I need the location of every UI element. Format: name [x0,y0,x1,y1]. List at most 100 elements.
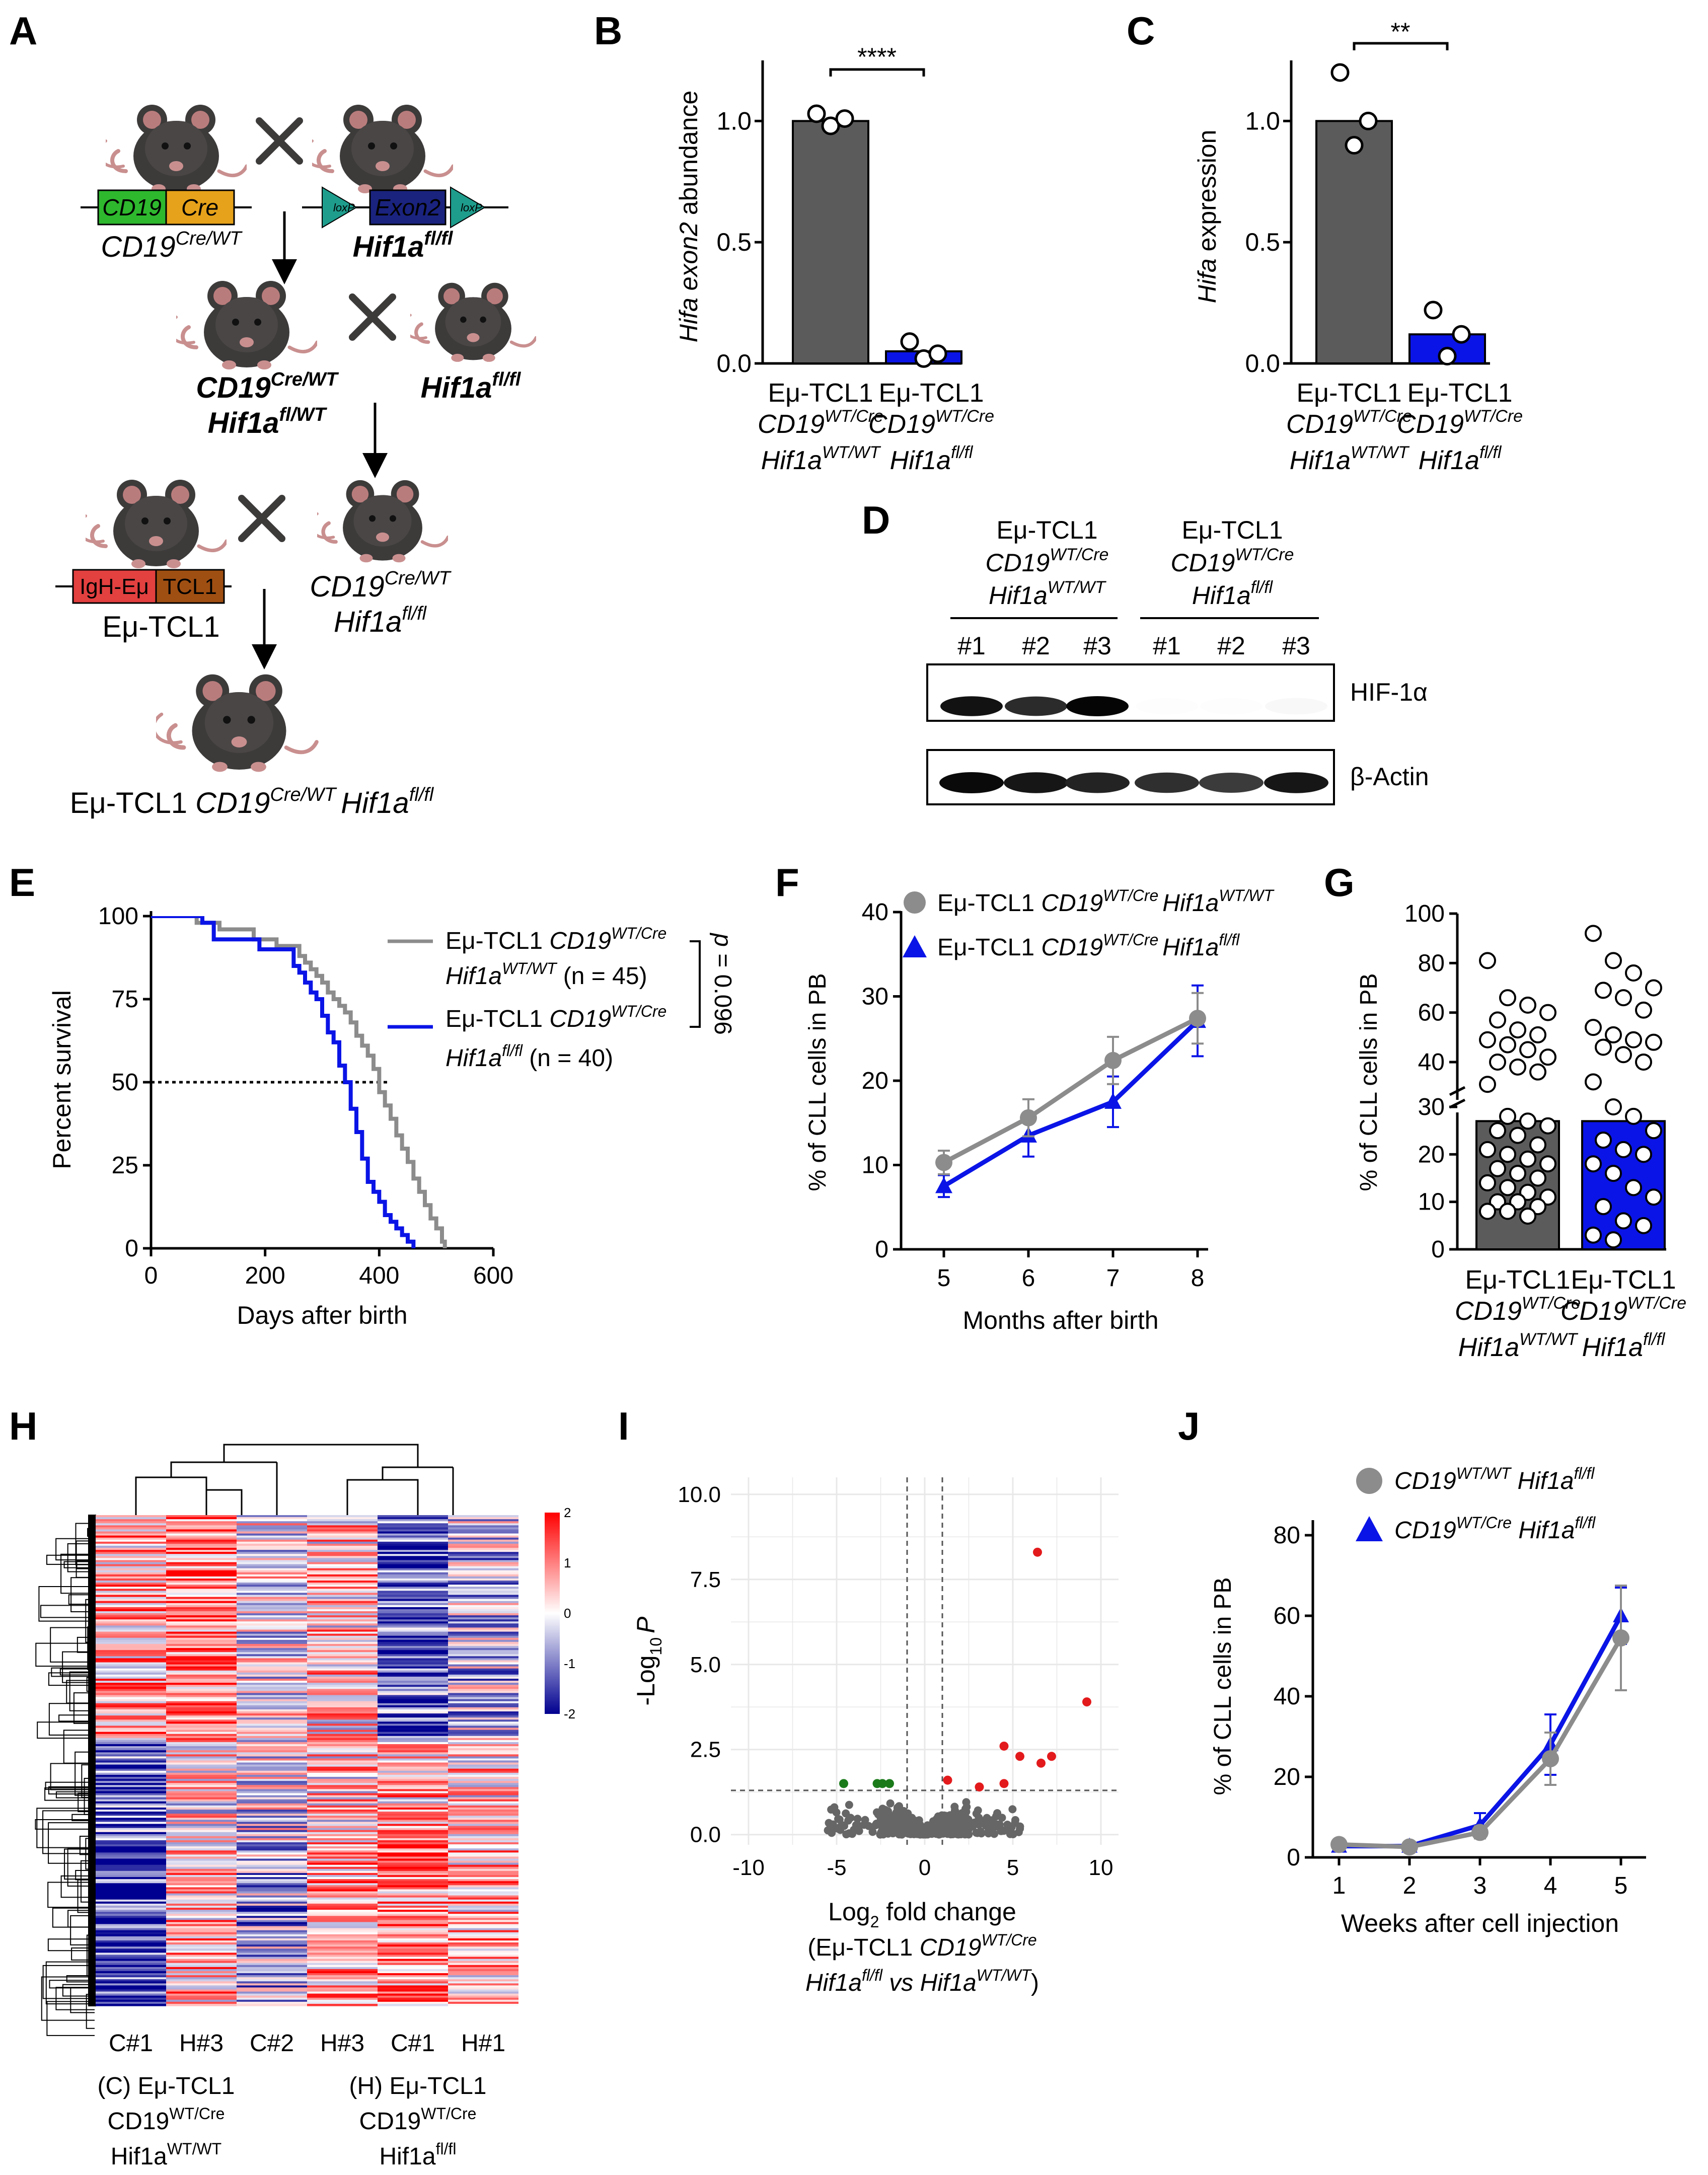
heatmap-cell [307,1713,378,1716]
data-point [1585,1226,1602,1244]
heatmap-cell [96,1701,166,1704]
heatmap-cell [96,1783,166,1785]
heatmap-cell [96,1920,166,1923]
heatmap-cell [237,1959,307,1962]
heatmap-cell [96,1866,166,1869]
data-point [992,1820,1001,1829]
data-point [1479,1076,1496,1093]
heatmap-cell [307,1703,378,1706]
heatmap-cell [96,1953,166,1956]
y-axis-label: Hifa expression [1193,130,1221,304]
data-point [1585,1019,1602,1036]
heatmap-cell [237,1893,307,1896]
heatmap-cell [237,1991,307,1994]
heatmap-cell [448,1881,518,1884]
heatmap-cell [96,1852,166,1855]
heatmap-cell [96,1691,166,1694]
heatmap-cell [448,1568,518,1571]
heatmap-cell [96,1529,166,1532]
heatmap-cell [448,1934,518,1937]
heatmap-cell [448,1521,518,1524]
heatmap-cell [307,1613,378,1616]
heatmap-cell [378,1834,448,1837]
heatmap-cell [307,1932,378,1935]
heatmap-cell [448,1971,518,1974]
data-point [1605,1098,1622,1115]
heatmap-cell [448,1685,518,1687]
heatmap-cell [237,1701,307,1704]
dendrogram-branch [50,1627,95,1663]
column-label: H#1 [461,2030,505,2057]
genotype-label: Hif1afl/WT [208,404,327,439]
heatmap-cell [237,1932,307,1935]
heatmap-cell [237,1885,307,1888]
heatmap-cell [237,1951,307,1953]
heatmap-cell [237,1730,307,1733]
heatmap-cell [96,1810,166,1812]
heatmap-cell [378,1623,448,1626]
heatmap-cell [237,1639,307,1642]
heatmap-cell [237,1566,307,1569]
scale-label: -2 [564,1706,575,1721]
heatmap-cell [448,1910,518,1912]
heatmap-cell [307,1599,378,1602]
hif1a-bands [940,696,1327,716]
heatmap-cell [378,1652,448,1655]
heatmap-cell [96,1901,166,1904]
heatmap-cell [448,1951,518,1953]
heatmap-cell [237,1748,307,1751]
heatmap-cell [307,1641,378,1644]
data-point [977,1827,985,1836]
heatmap-cell [448,1812,518,1814]
heatmap-cell [307,1639,378,1642]
heatmap-cell [237,1662,307,1665]
heatmap-cell [166,1754,237,1757]
heatmap-cell [166,1705,237,1708]
data-point [1635,1054,1652,1071]
heatmap-cell [166,1683,237,1685]
heatmap-cell [307,1752,378,1755]
heatmap-cell [307,1564,378,1567]
group-label: Hif1aWT/WT [1290,443,1410,475]
heatmap-cell [307,1683,378,1685]
heatmap-cell [378,1791,448,1794]
heatmap-cell [166,1629,237,1632]
heatmap-cell [166,1842,237,1845]
legend-marker-ko [903,935,927,957]
data-point [975,1820,983,1829]
heatmap-cell [378,1944,448,1947]
heatmap-cell [237,1750,307,1753]
heatmap-cell [237,1715,307,1718]
heatmap-cell [166,1844,237,1847]
dendrogram-branch [67,1543,95,1572]
panel-a-breeding-scheme: CD19 Cre CD19Cre/WT loxP Exon2 loxP Hif1… [55,105,536,819]
heatmap-cell [378,1999,448,2002]
data-point [845,1801,853,1809]
heatmap-cell [166,1967,237,1970]
data-point [1499,1146,1516,1163]
heatmap-cell [237,1920,307,1923]
heatmap-cell [96,1570,166,1573]
heatmap-cell [166,1715,237,1718]
heatmap-cell [96,1641,166,1644]
heatmap-cell [307,1785,378,1787]
heatmap-cell [237,1995,307,1998]
heatmap-cell [237,1977,307,1980]
dendrogram-branch [71,1947,95,1961]
y-tick-label: 7.5 [690,1567,721,1592]
data-points [807,104,947,368]
column-label: C#2 [250,2030,294,2057]
group-label: (C) Eμ-TCL1 [98,2073,235,2099]
heatmap-cell [378,1975,448,1978]
heatmap-cell [166,1942,237,1945]
heatmap-cell [166,1742,237,1745]
heatmap-cell [378,1523,448,1526]
heatmap-cell [96,1726,166,1729]
y-tick-label: 100 [1404,901,1445,927]
heatmap-cell [96,1779,166,1781]
heatmap-cell [237,1605,307,1608]
heatmap-cell [378,1539,448,1542]
blot-band [1264,772,1328,793]
heatmap-cell [448,1928,518,1931]
heatmap-cell [448,1703,518,1706]
